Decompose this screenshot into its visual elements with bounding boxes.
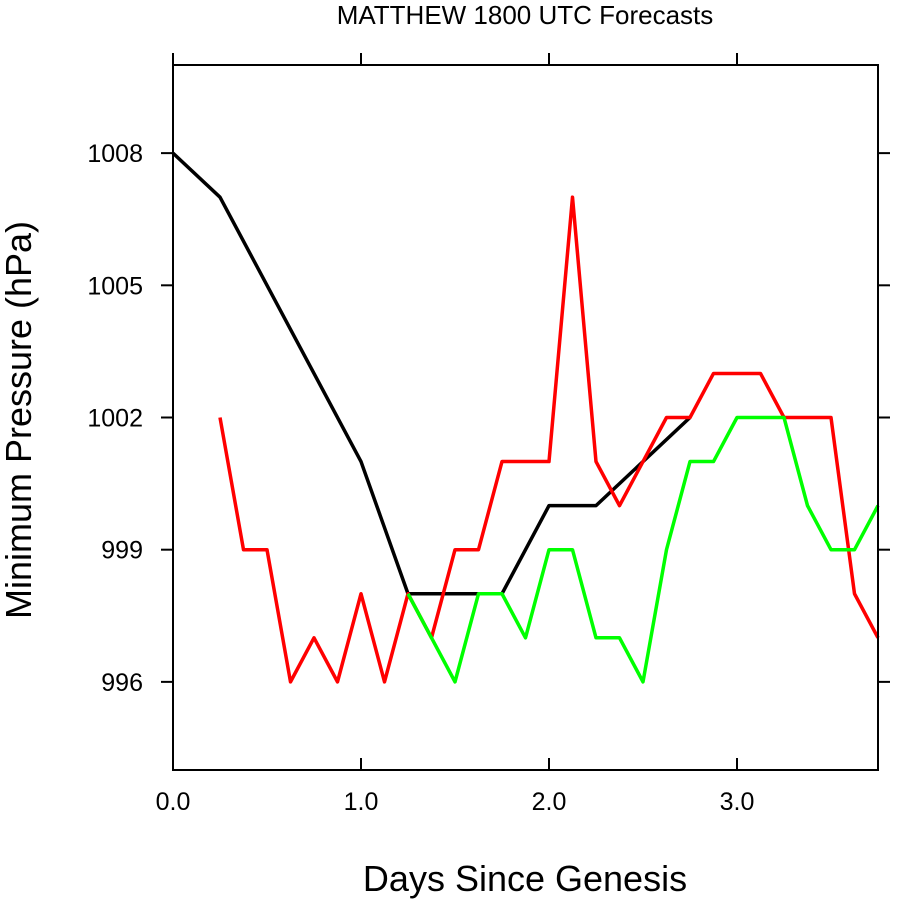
x-axis-label: Days Since Genesis [363, 858, 687, 899]
x-tick-label: 3.0 [720, 788, 755, 816]
y-tick-label: 1002 [87, 405, 143, 433]
x-tick-label: 2.0 [532, 788, 567, 816]
y-axis-label: Minimum Pressure (hPa) [0, 221, 39, 619]
series-layer [171, 151, 880, 684]
series-line-2 [406, 415, 880, 684]
x-tick-label: 1.0 [344, 788, 379, 816]
chart-title: MATTHEW 1800 UTC Forecasts [337, 0, 714, 30]
y-tick-label: 999 [101, 537, 143, 565]
x-tick-label: 0.0 [156, 788, 191, 816]
series-line-1 [218, 195, 880, 684]
series-line-0 [171, 151, 692, 596]
y-tick-label: 1005 [87, 272, 143, 300]
y-tick-label: 996 [101, 669, 143, 697]
axes-layer: 0.0 1.0 2.0 3.0 996 999 1002 1005 1008 [87, 53, 890, 816]
y-tick-label: 1008 [87, 140, 143, 168]
